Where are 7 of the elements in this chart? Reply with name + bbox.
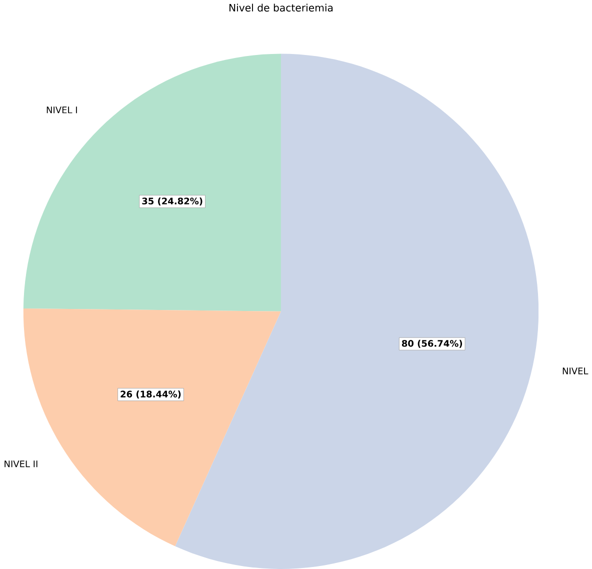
slice-label: NIVEL I: [46, 106, 77, 114]
data-label: 26 (18.44%): [120, 390, 181, 399]
data-label: 35 (24.82%): [142, 197, 202, 206]
slice-label: NIVEL: [562, 368, 588, 374]
data-label: 80 (56.74%): [402, 340, 462, 348]
chart-title: Nivel de bacteriemia: [229, 4, 333, 12]
slice-label: NIVEL II: [4, 460, 38, 468]
